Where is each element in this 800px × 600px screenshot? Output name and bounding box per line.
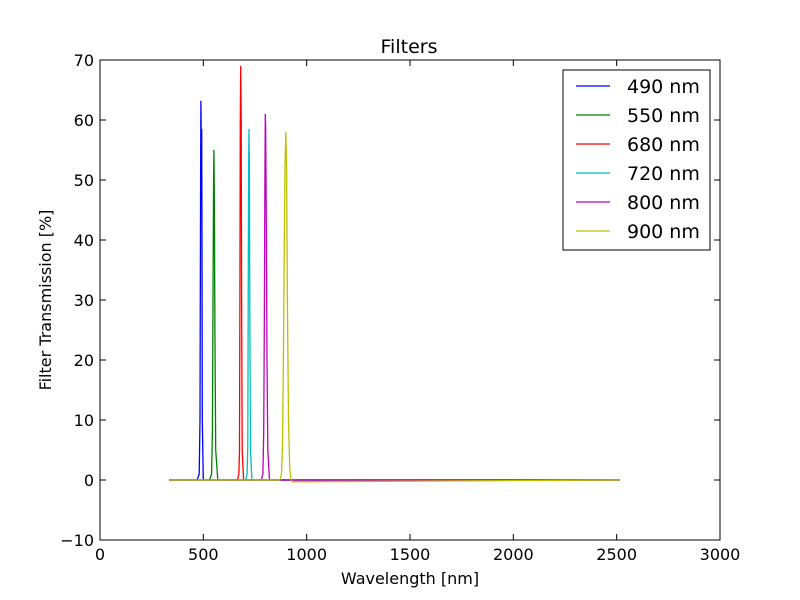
series-line-2	[169, 65, 620, 481]
legend-label-2: 680 nm	[627, 134, 700, 156]
y-tick-label: 40	[74, 231, 94, 250]
legend-label-0: 490 nm	[627, 76, 700, 98]
legend-label-3: 720 nm	[627, 163, 700, 185]
series-line-3	[169, 128, 620, 481]
series-line-5	[169, 131, 620, 483]
legend-label-1: 550 nm	[627, 105, 700, 127]
series-line-1	[169, 149, 620, 481]
y-tick-label: 0	[84, 471, 94, 490]
y-tick-label: 70	[74, 51, 94, 70]
y-tick-label: 60	[74, 111, 94, 130]
x-tick-label: 1500	[390, 545, 431, 564]
ticks-layer: 0 500 1000 1500 2000 2500 3000−100102030405060…	[60, 51, 740, 564]
legend: 490 nm 550 nm 680 nm 720 nm 800 nm 900 nm	[562, 69, 711, 251]
x-axis-label: Wavelength [nm]	[341, 569, 479, 588]
x-tick-label: 2500	[596, 545, 637, 564]
y-tick-label: 50	[74, 171, 94, 190]
x-tick-label: 500	[188, 545, 219, 564]
series-layer	[169, 65, 620, 483]
y-tick-label: 20	[74, 351, 94, 370]
legend-label-4: 800 nm	[627, 192, 700, 214]
x-tick-label: 3000	[700, 545, 741, 564]
x-tick-label: 1000	[286, 545, 327, 564]
series-line-4	[169, 113, 620, 481]
y-tick-label: −10	[60, 531, 94, 550]
legend-box	[562, 69, 711, 251]
legend-label-5: 900 nm	[627, 221, 700, 243]
x-tick-label: 2000	[493, 545, 534, 564]
y-axis-label: Filter Transmission [%]	[36, 210, 55, 391]
y-tick-label: 10	[74, 411, 94, 430]
y-tick-label: 30	[74, 291, 94, 310]
chart-title: Filters	[381, 36, 438, 58]
x-tick-label: 0	[95, 545, 105, 564]
